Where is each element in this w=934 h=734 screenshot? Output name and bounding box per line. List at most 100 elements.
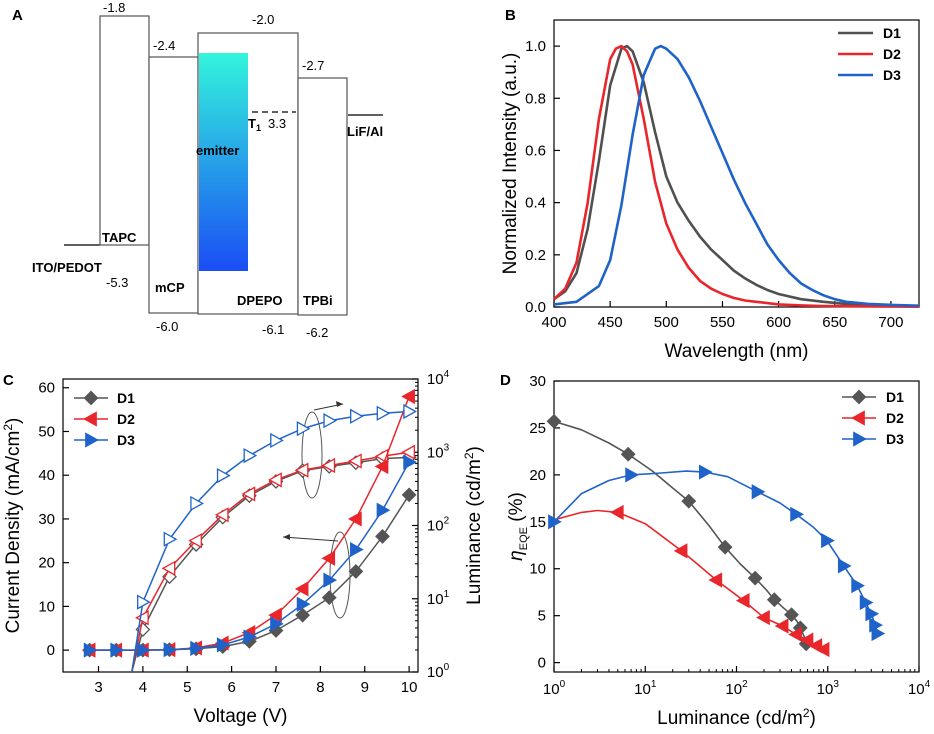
luminance-marker-d3 [243,447,258,464]
series-marker-d1 [717,539,733,555]
series-marker-d2 [735,593,750,609]
y-tick-label: 0.4 [525,195,546,212]
current-marker-d3 [83,642,98,658]
legend-label-d1: D1 [886,389,904,405]
x-tick-label: 5 [183,679,191,696]
luminance-marker-d2 [241,486,256,502]
current-marker-d3 [243,629,258,645]
luminance-marker-d3 [163,531,178,547]
y-tick-label: 0.0 [525,299,546,316]
legend-marker-d2 [851,410,865,426]
series-line-d3 [553,470,879,634]
t1-letter: T [248,116,256,131]
y-tick-label: 10 [529,561,546,578]
panel-label-c: C [3,372,14,389]
y-tick-label: 60 [38,380,55,397]
luminance-marker-d2 [188,533,202,549]
x-tick-label-exp: 3 [833,679,839,690]
luminance-marker-d3 [216,467,231,484]
tpbi-lumo: -2.7 [302,58,324,73]
current-marker-d2 [374,458,389,475]
series-marker-d3 [625,467,639,483]
emitter-label: emitter [196,143,239,158]
current-marker-d1 [401,487,417,503]
y-axis-label: Current Density (mA/cm2) [1,418,24,634]
current-marker-d3 [323,572,338,588]
series-line-d1 [553,44,920,308]
y2-tick-label-exp: 4 [444,369,450,380]
x-tick-label: 600 [766,314,791,331]
y2-tick-label-base: 10 [427,444,444,461]
ito-label: ITO/PEDOT [32,260,102,275]
series-line-d1 [553,420,807,645]
luminance-marker-d2 [268,472,282,488]
x-tick-label: 3 [94,679,102,696]
series-marker-d3 [851,578,865,594]
x-tick-label: 400 [541,314,566,331]
current-marker-d3 [296,596,311,612]
series-marker-d1 [747,570,763,586]
series-marker-d2 [673,543,688,559]
y-tick-label: 15 [529,514,546,531]
y2-tick-label-base: 10 [427,518,444,535]
tapc-label: TAPC [102,230,137,245]
series-line-d3 [553,44,920,307]
x-tick-label-base: 10 [908,681,925,698]
current-marker-d3 [270,616,284,632]
luminance-marker-d3 [376,405,391,421]
mcp-box [148,56,199,314]
x-tick-label: 7 [272,679,280,696]
x-tick-label: 500 [654,314,679,331]
tpbi-box [297,77,348,316]
x-tick-label-exp: 1 [651,679,657,690]
tpbi-label: TPBi [303,293,333,308]
y2-tick-label: 101 [427,589,450,608]
mcp-label: mCP [155,280,185,295]
y2-axis-label: Luminance (cd/m2) [462,446,485,605]
y2-tick-label-exp: 0 [444,662,450,673]
mcp-lumo: -2.4 [153,38,175,53]
luminance-marker-d3 [323,413,338,429]
legend-label-d2: D2 [117,411,135,427]
x-tick-label: 104 [908,679,931,698]
annot-arrowhead-right [336,401,343,407]
legend-marker-d1 [83,390,99,406]
legend-label-d2: D2 [883,46,901,62]
series-marker-d2 [708,572,723,588]
current-marker-d3 [190,640,204,656]
x-tick-label: 9 [361,679,369,696]
y-tick-label: 30 [38,511,55,528]
y2-tick-label-base: 10 [427,591,444,608]
current-marker-d1 [375,529,390,544]
y-tick-label: 30 [529,373,546,390]
legend-label-d2: D2 [886,410,904,426]
series-marker-d3 [859,594,874,611]
t1-value: 3.3 [268,116,286,131]
luminance-marker-d2 [401,444,415,460]
annot-ellipse-current [329,531,351,619]
y-tick-label: 20 [529,467,546,484]
x-tick-label: 101 [634,679,657,698]
legend-label-d3: D3 [117,432,135,448]
y-tick-label: 5 [538,608,546,625]
x-axis-label: Voltage (V) [194,706,288,727]
y2-tick-label-exp: 1 [444,589,450,600]
series-marker-d3 [871,625,886,642]
y-tick-label: 20 [38,555,55,572]
series-marker-d3 [548,514,562,530]
dpepo-homo: -6.1 [262,322,284,337]
x-tick-label-exp: 4 [925,679,931,690]
y-tick-label: 0.2 [525,247,546,264]
panel-c: C 3 4 5 6 7 8 9 100102030405060100101102103104V… [1,369,485,727]
x-tick-label: 10 [401,679,418,696]
luminance-marker-d3 [350,408,364,424]
luminance-marker-d2 [161,560,176,576]
panel-b: B 400 450 500 550 600 650 700 0.0 0.2 0.4 0.6 0.8 1.… [500,7,920,362]
tpbi-homo: -6.2 [306,325,328,340]
luminance-marker-d3 [403,403,417,420]
luminance-marker-d3 [137,594,151,610]
tapc-box [99,15,150,246]
y2-tick-label-base: 10 [427,371,444,388]
x-tick-label-base: 10 [817,681,834,698]
